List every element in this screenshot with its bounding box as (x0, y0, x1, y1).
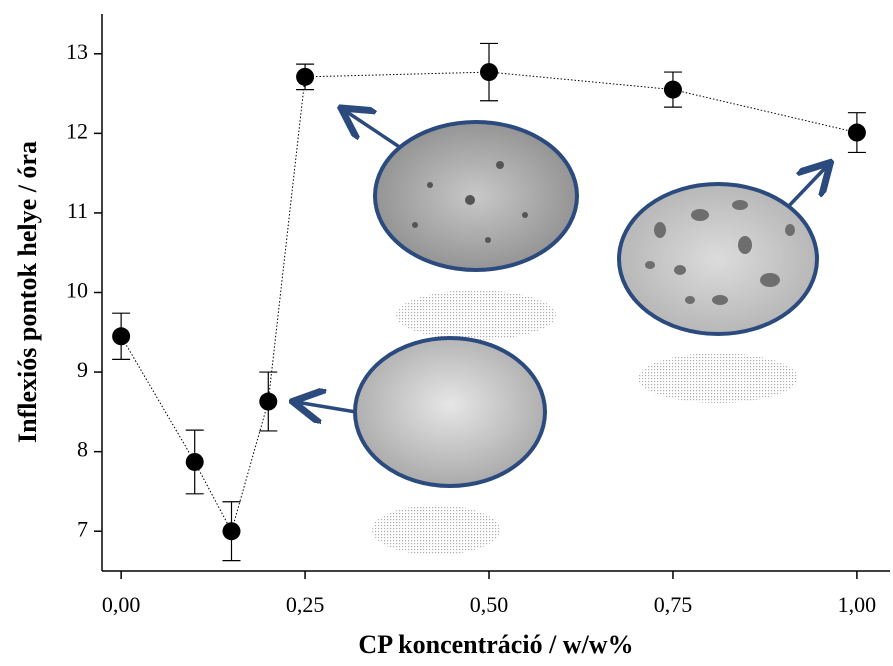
x-tick-label: 0,00 (102, 592, 141, 617)
data-point (663, 80, 682, 99)
y-tick-label: 7 (77, 516, 88, 541)
y-tick-label: 12 (66, 118, 88, 143)
x-tick-label: 0,75 (654, 592, 693, 617)
data-point (112, 327, 131, 346)
y-tick-label: 11 (67, 198, 88, 223)
x-tick-label: 0,25 (286, 592, 325, 617)
data-point (185, 452, 204, 471)
data-point (296, 67, 315, 86)
y-tick-label: 8 (77, 437, 88, 462)
y-axis-title: Inflexiós pontok helye / óra (13, 141, 42, 443)
data-point (480, 63, 499, 82)
y-tick-label: 13 (66, 39, 88, 64)
y-tick-label: 9 (77, 357, 88, 382)
insets (296, 110, 828, 555)
x-axis-title: CP koncentráció / w/w% (358, 630, 633, 659)
x-tick-label: 0,50 (470, 592, 509, 617)
y-tick-label: 10 (66, 278, 88, 303)
data-point (222, 522, 241, 541)
x-tick-label: 1,00 (838, 592, 877, 617)
data-point (259, 392, 278, 411)
data-point (847, 123, 866, 142)
connecting-line (120, 71, 858, 533)
